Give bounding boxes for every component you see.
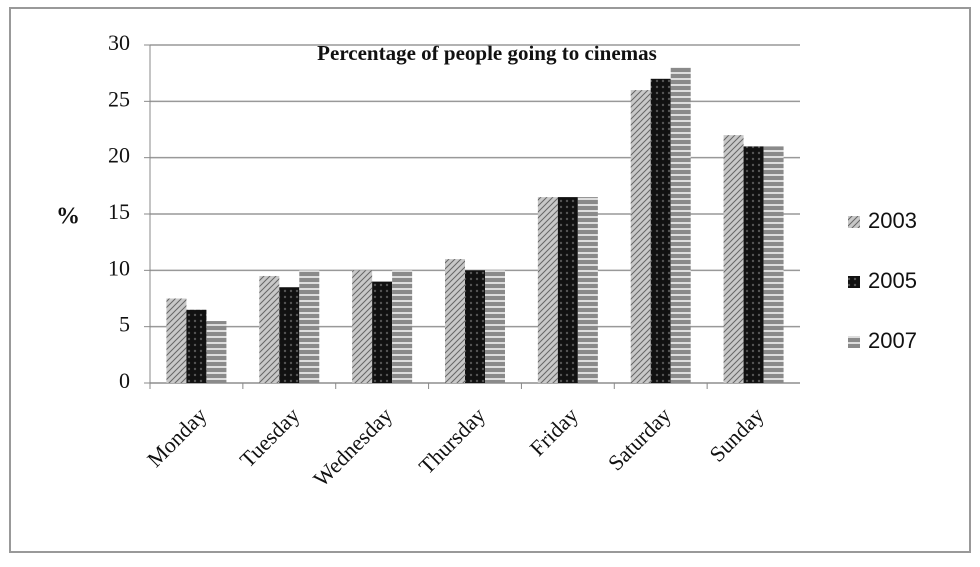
bar <box>670 67 691 384</box>
bar <box>186 309 207 383</box>
y-tick-label: 10 <box>108 255 130 280</box>
legend-swatch <box>848 216 860 228</box>
bar <box>650 78 671 384</box>
bar <box>537 197 558 383</box>
y-tick-label: 15 <box>108 199 130 224</box>
y-tick-label: 30 <box>108 30 130 55</box>
y-tick-label: 5 <box>119 312 130 337</box>
bar <box>557 197 578 383</box>
bar <box>485 270 505 383</box>
bar <box>299 270 320 383</box>
legend-swatch <box>848 336 860 348</box>
legend-swatch <box>848 276 860 288</box>
bar <box>723 135 744 383</box>
bar <box>763 146 784 383</box>
legend-label: 2003 <box>868 208 917 233</box>
bar <box>166 298 187 383</box>
y-axis-label: % <box>56 204 80 230</box>
bar <box>206 321 227 383</box>
y-tick-label: 25 <box>108 86 130 111</box>
bar <box>445 259 465 383</box>
bar <box>372 281 393 383</box>
legend-label: 2007 <box>868 328 917 353</box>
bar <box>743 146 764 383</box>
bar <box>465 270 485 383</box>
y-tick-label: 0 <box>119 368 130 393</box>
bar <box>577 197 598 383</box>
y-tick-label: 20 <box>108 143 130 168</box>
bar <box>279 287 300 383</box>
legend-label: 2005 <box>868 268 917 293</box>
bar <box>630 90 651 384</box>
bar <box>352 270 373 383</box>
bar <box>259 275 280 383</box>
bar <box>392 270 413 383</box>
